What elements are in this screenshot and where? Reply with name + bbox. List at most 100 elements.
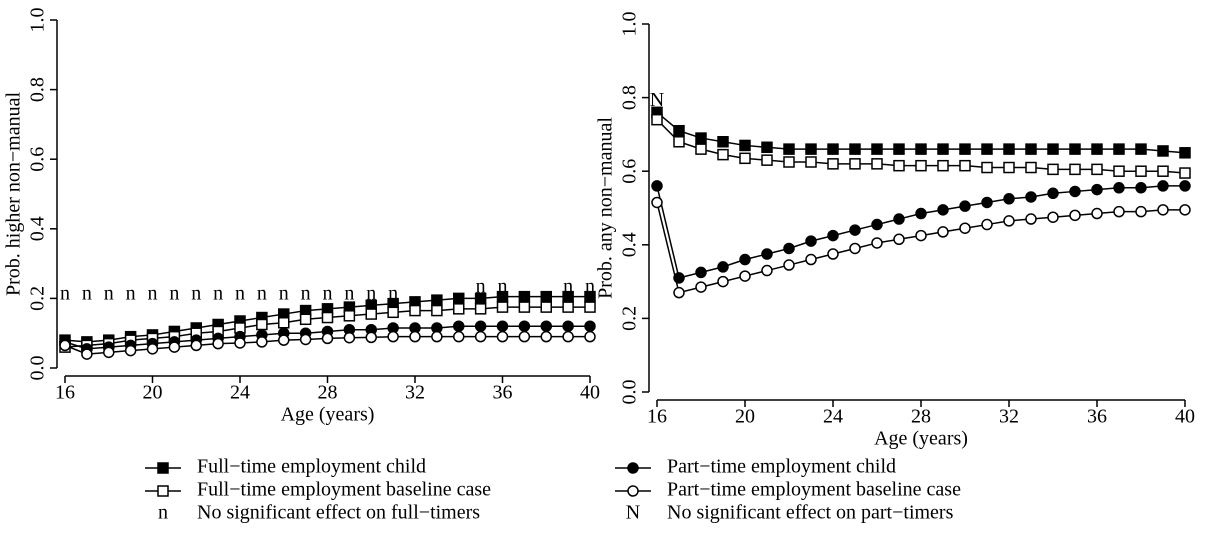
marker [453,330,465,343]
x-tick-label: 32 [999,406,1019,428]
marker [739,270,751,282]
annotation: n [169,283,179,305]
marker [783,156,795,168]
marker [1025,143,1037,155]
annotation: n [498,276,508,298]
marker [783,242,795,255]
annotation: n [279,283,289,305]
marker [695,266,707,279]
marker [496,301,509,313]
marker [871,158,883,170]
marker [540,320,552,332]
x-tick-label: 20 [735,406,755,428]
marker [474,303,487,315]
y-tick-label: 0.0 [27,356,49,381]
marker [981,218,993,231]
marker [981,161,993,174]
marker [893,213,905,225]
y-tick-label: 0.4 [619,232,641,257]
legend-label: Part−time employment baseline case [667,479,961,501]
marker [849,158,861,170]
marker [915,229,927,242]
marker [431,304,443,317]
marker [256,318,268,331]
marker [1069,163,1081,176]
marker [959,222,971,234]
marker [739,152,751,165]
marker [409,304,421,317]
marker [540,301,552,313]
x-tick-label: 36 [1087,406,1107,428]
marker [321,332,334,345]
marker [1047,211,1059,223]
marker [1047,187,1059,200]
marker [1091,163,1103,176]
marker [343,310,356,322]
marker [871,218,883,231]
marker [212,337,224,350]
annotation: n [235,283,245,305]
marker [673,136,685,148]
marker [1113,143,1125,155]
annotation: n [476,276,486,298]
marker [893,143,905,155]
marker [1179,147,1191,159]
legend-symbol: N [626,502,640,524]
marker [1113,182,1125,194]
annotation: N [650,89,664,111]
x-tick-label: 16 [647,406,667,428]
marker [783,259,795,271]
marker [278,334,290,346]
marker [1179,204,1191,216]
marker [343,331,356,344]
marker [1091,143,1103,155]
marker [474,330,487,343]
marker [59,339,71,352]
annotation: n [585,276,595,298]
marker [915,207,927,220]
marker [518,320,531,332]
marker [256,336,268,348]
marker [893,159,905,172]
marker [1025,191,1037,203]
x-tick-label: 32 [405,382,425,404]
marker [496,330,509,343]
annotation: n [323,283,333,305]
marker [915,143,927,155]
marker [849,224,861,236]
marker [1179,180,1191,192]
marker [518,301,531,313]
marker [1179,167,1191,179]
marker [1069,143,1081,155]
marker [584,330,596,343]
marker [827,143,839,155]
marker [124,344,137,357]
marker [717,136,729,148]
marker [959,159,971,172]
marker [562,301,574,313]
y-tick-label: 0.8 [27,77,49,102]
x-tick-label: 16 [55,382,75,404]
legend-symbol: n [158,502,168,524]
marker [1047,163,1059,176]
marker [805,143,817,155]
legend-marker [157,462,169,474]
marker [981,196,993,209]
legend-label: Full−time employment child [197,456,426,478]
marker [1135,205,1147,218]
x-tick-label: 24 [823,406,843,428]
marker [365,331,377,344]
marker [739,253,751,266]
marker [805,253,817,266]
marker [673,124,685,137]
marker [673,286,685,299]
marker [1135,182,1147,194]
x-tick-label: 40 [1175,406,1195,428]
marker [584,320,596,332]
x-tick-label: 28 [911,406,931,428]
marker [827,248,839,260]
marker [805,156,817,168]
marker [540,290,552,303]
x-tick-label: 20 [143,382,163,404]
